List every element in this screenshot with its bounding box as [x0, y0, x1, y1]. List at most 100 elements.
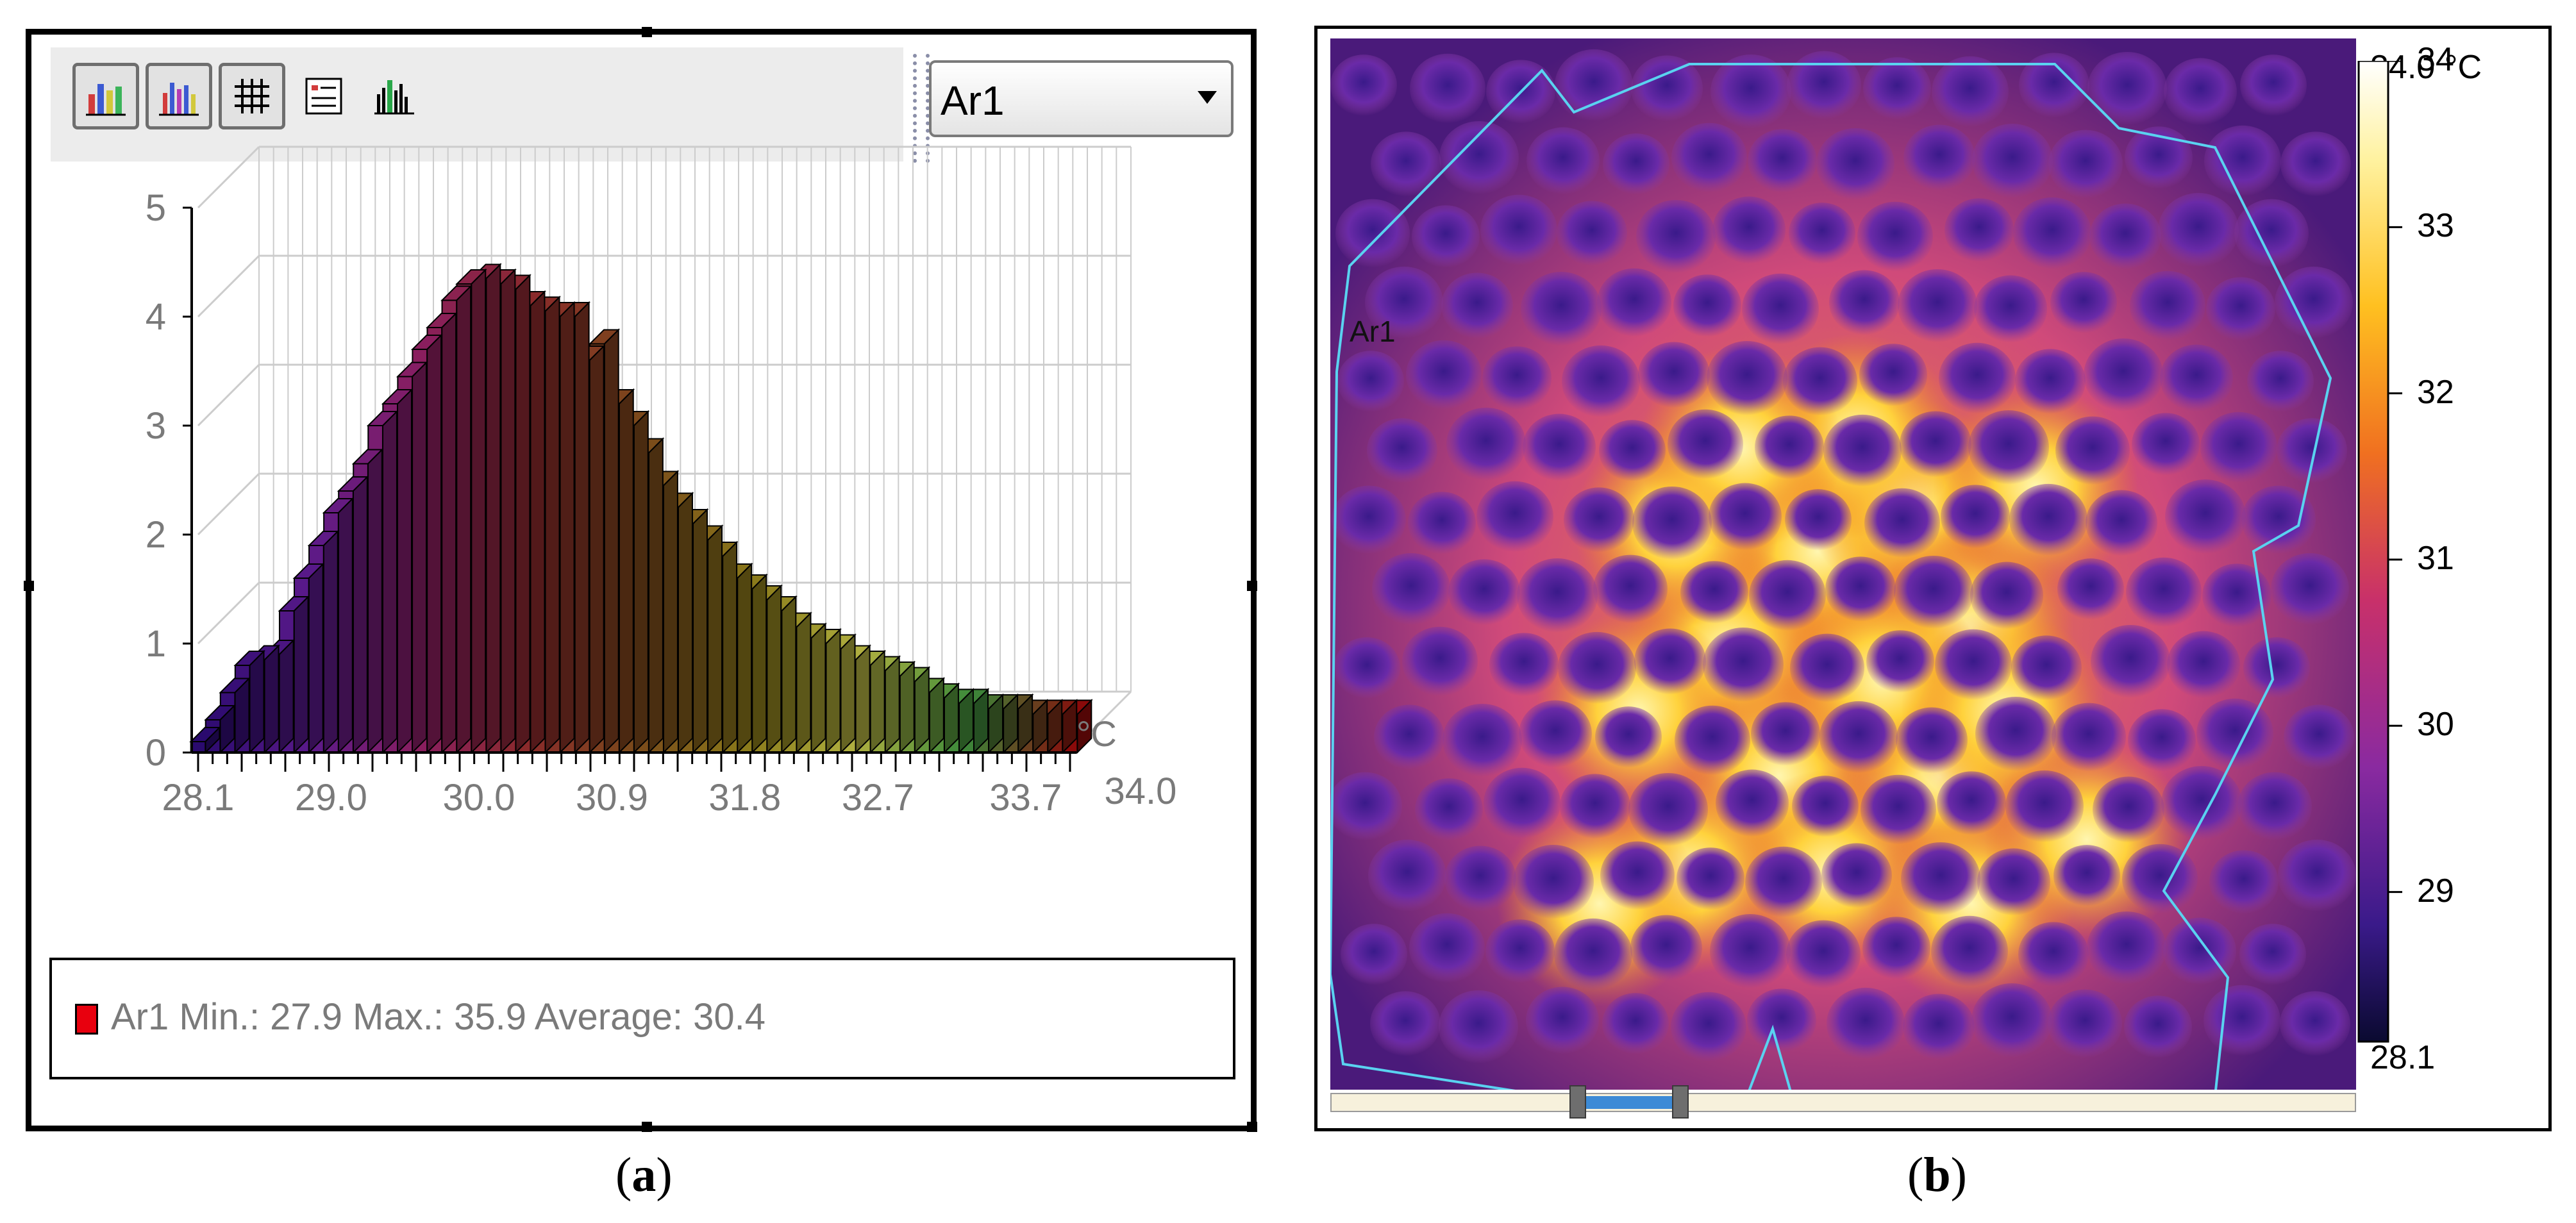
- x-tick-label: 30.9: [576, 777, 648, 819]
- cell-blob: [2161, 766, 2242, 840]
- cell-blob: [1402, 626, 1478, 697]
- cell-blob: [2280, 131, 2351, 197]
- cell-blob: [2015, 349, 2086, 414]
- cell-blob: [1749, 560, 1826, 631]
- cell-blob: [1712, 196, 1786, 264]
- cell-blob: [1825, 556, 1896, 622]
- cell-blob: [1861, 774, 1936, 845]
- temperature-range-slider[interactable]: [1330, 1085, 2356, 1119]
- resize-handle-top[interactable]: [642, 27, 652, 37]
- cell-blob: [1489, 633, 1559, 697]
- cell-blob: [1370, 991, 1441, 1056]
- series-select[interactable]: Ar1: [929, 60, 1234, 137]
- legend-swatch: [75, 1004, 98, 1035]
- cell-blob: [1821, 843, 1892, 908]
- cell-blob: [1628, 772, 1708, 847]
- cell-blob: [1526, 986, 1599, 1054]
- thermal-image-panel: Ar1 34.0 °C 34 33 32 31 30 29 28.1: [1314, 26, 2552, 1131]
- cell-blob: [1406, 340, 1482, 410]
- cell-blob: [1476, 481, 1553, 553]
- 2d-bar-chart-button[interactable]: [146, 63, 212, 129]
- cell-blob: [1368, 839, 1446, 912]
- histogram-panel: Ar1 0 1 2 3 4 5 28.1 29.0 30.0 30.9 31.8 32.7 33.7 34…: [24, 27, 1257, 1132]
- chart-toolbar: [51, 47, 903, 162]
- cell-blob: [1410, 53, 1485, 124]
- cell-blob: [1485, 919, 1555, 983]
- cell-blob: [1372, 553, 1450, 626]
- cell-blob: [2202, 563, 2271, 628]
- cell-blob: [1443, 703, 1522, 778]
- slider-thumb-low[interactable]: [1569, 1085, 1586, 1119]
- cell-blob: [1864, 488, 1940, 558]
- cell-blob: [1408, 492, 1476, 554]
- slider-range: [1578, 1096, 1680, 1109]
- cell-blob: [2052, 703, 2126, 772]
- gridline-side: [197, 254, 260, 318]
- cell-blob: [1975, 697, 2056, 771]
- cell-blob: [2057, 558, 2124, 620]
- resize-handle-bottom-right[interactable]: [1247, 1122, 1257, 1132]
- colorbar-min-label: 28.1: [2370, 1039, 2436, 1076]
- cell-blob: [1680, 561, 1748, 624]
- cell-blob: [2271, 553, 2349, 626]
- legend-toggle-button[interactable]: [290, 63, 357, 129]
- cell-blob: [2055, 416, 2130, 485]
- x-tick-label: 32.7: [842, 777, 914, 819]
- cell-blob: [1557, 201, 1627, 266]
- cell-blob: [1412, 205, 1480, 268]
- resize-handle-bottom[interactable]: [642, 1122, 652, 1132]
- cell-blob: [1415, 778, 1483, 841]
- cell-blob: [1677, 847, 1744, 910]
- cell-blob: [1974, 275, 2047, 343]
- cell-blob: [1829, 270, 1900, 335]
- chevron-down-icon[interactable]: [1198, 91, 1217, 104]
- cell-blob: [2243, 637, 2310, 699]
- gridline-side: [197, 363, 260, 427]
- cell-blob: [1971, 983, 2052, 1058]
- resize-handle-right[interactable]: [1247, 581, 1257, 591]
- 3d-bar-chart-button[interactable]: [72, 63, 139, 129]
- cell-blob: [1675, 705, 1750, 776]
- series-select-value: Ar1: [941, 78, 1005, 124]
- colorbar-tick-label: 33: [2417, 207, 2454, 245]
- cell-blob: [1862, 917, 1930, 979]
- histogram-button[interactable]: [361, 63, 428, 129]
- cell-blob: [1859, 344, 1927, 406]
- cell-blob: [1517, 558, 1598, 633]
- cell-blob: [1341, 924, 1407, 985]
- cell-blob: [1636, 199, 1716, 274]
- cell-blob: [2086, 490, 2157, 556]
- cell-blob: [2089, 203, 2161, 270]
- cell-blob: [1330, 54, 1397, 116]
- cell-blob: [1673, 274, 1741, 337]
- cell-blob: [1480, 194, 1557, 266]
- cell-blob: [2160, 344, 2233, 412]
- x-tick-label: 29.0: [295, 777, 367, 819]
- cell-blob: [2165, 479, 2246, 554]
- cell-blob: [1816, 128, 1894, 201]
- cell-blob: [2130, 270, 2205, 341]
- cell-blob: [1634, 628, 1706, 695]
- caption-b-letter: b: [1923, 1148, 1951, 1202]
- cell-blob: [1857, 201, 1933, 272]
- x-tick-label: 30.0: [443, 777, 515, 819]
- cell-blob: [2206, 277, 2275, 341]
- cell-blob: [1898, 269, 1977, 343]
- resize-handle-left[interactable]: [24, 581, 34, 591]
- cell-blob: [1526, 127, 1600, 195]
- cell-blob: [1555, 49, 1633, 122]
- cell-blob: [2163, 917, 2236, 985]
- cell-blob: [1367, 418, 1437, 483]
- cell-blob: [1707, 341, 1787, 415]
- cell-blob: [1900, 411, 1971, 478]
- cell-blob: [2240, 54, 2307, 116]
- cell-blob: [2126, 557, 2202, 628]
- cell-blob: [1748, 129, 1817, 193]
- cell-blob: [2087, 51, 2167, 126]
- region-outline-ar1[interactable]: [1330, 63, 2332, 1090]
- slider-thumb-high[interactable]: [1672, 1085, 1689, 1119]
- cell-blob: [1602, 993, 1669, 1054]
- cell-blob: [1441, 272, 1513, 339]
- grid-toggle-button[interactable]: [219, 63, 285, 129]
- cell-blob: [1374, 704, 1444, 770]
